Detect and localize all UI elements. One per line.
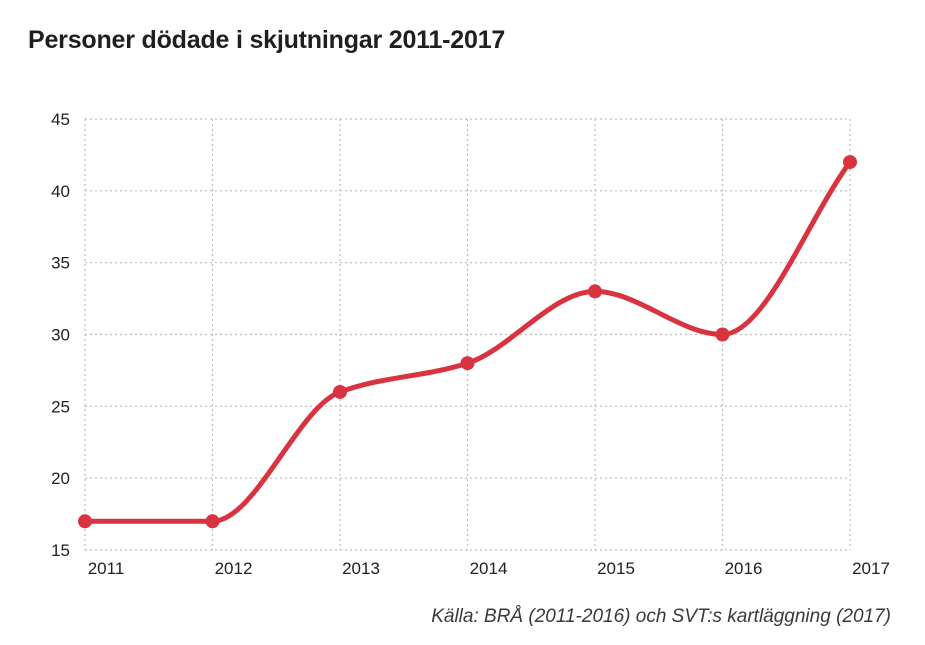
y-tick-label: 35	[51, 254, 70, 273]
x-tick-label: 2012	[215, 559, 253, 578]
x-tick-label: 2017	[852, 559, 890, 578]
y-tick-label: 30	[51, 326, 70, 345]
y-tick-label: 40	[51, 182, 70, 201]
grid-layer	[84, 118, 851, 551]
x-tick-label: 2016	[725, 559, 763, 578]
chart-title: Personer dödade i skjutningar 2011-2017	[28, 26, 506, 54]
data-point	[205, 514, 220, 529]
data-point	[715, 327, 730, 342]
data-point	[843, 155, 857, 170]
data-point	[333, 384, 347, 399]
source-note: Källa: BRÅ (2011-2016) och SVT:s kartläg…	[431, 606, 891, 627]
axis-layer: 15 20 25 30 35 40 45 2011 2012 2013 2014 2015 2016 20…	[51, 110, 890, 578]
data-point	[588, 284, 602, 299]
y-tick-label: 45	[51, 110, 70, 129]
x-tick-label: 2013	[342, 559, 380, 578]
x-tick-label: 2015	[597, 559, 635, 578]
y-tick-label: 15	[51, 541, 70, 560]
y-tick-label: 25	[51, 397, 70, 416]
data-point	[78, 514, 92, 529]
data-point	[460, 356, 475, 371]
x-tick-label: 2011	[88, 559, 125, 578]
marker-layer	[78, 155, 857, 529]
y-tick-label: 20	[51, 469, 70, 488]
x-tick-label: 2014	[470, 559, 508, 578]
